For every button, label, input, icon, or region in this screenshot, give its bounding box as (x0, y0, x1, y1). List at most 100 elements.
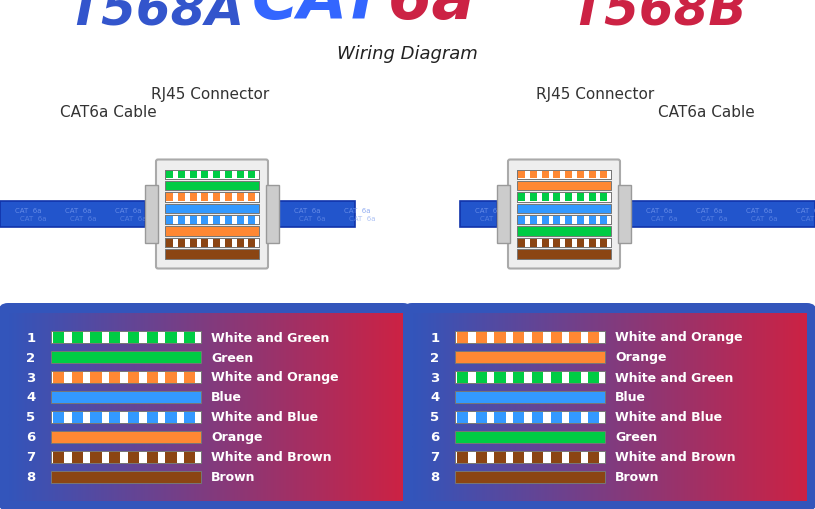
Bar (457, 372, 468, 383)
Bar (236, 216, 244, 224)
Bar (455, 351, 605, 363)
Text: CAT  6a: CAT 6a (65, 208, 91, 214)
Text: 1: 1 (26, 331, 36, 344)
Bar (90, 372, 102, 383)
Bar (570, 332, 580, 343)
Bar (128, 372, 139, 383)
Bar (601, 239, 607, 247)
Text: CAT  6a: CAT 6a (480, 216, 506, 221)
Bar (184, 332, 196, 343)
Bar (166, 216, 174, 224)
Bar (201, 239, 209, 247)
Bar (565, 193, 572, 202)
Text: 6: 6 (430, 431, 439, 444)
Bar (236, 239, 244, 247)
Bar (249, 193, 255, 202)
Bar (455, 471, 605, 483)
Bar (72, 411, 83, 423)
Bar (165, 451, 177, 463)
Text: CAT  6a: CAT 6a (751, 216, 778, 221)
Bar (497, 186, 510, 243)
Bar (147, 332, 158, 343)
Bar (455, 451, 605, 463)
Bar (577, 239, 584, 247)
Bar (588, 372, 599, 383)
Text: 2: 2 (430, 351, 439, 364)
Text: T568B: T568B (570, 0, 747, 35)
Text: White and Brown: White and Brown (615, 450, 736, 464)
Bar (577, 171, 584, 179)
Bar (588, 451, 599, 463)
Bar (517, 249, 611, 259)
Bar (532, 411, 543, 423)
FancyBboxPatch shape (0, 303, 413, 509)
Bar (517, 216, 611, 225)
Bar (542, 193, 548, 202)
Bar (190, 193, 196, 202)
Bar (588, 216, 596, 224)
Bar (530, 171, 537, 179)
Text: White and Blue: White and Blue (211, 411, 318, 423)
Bar (517, 204, 611, 214)
Bar (53, 451, 64, 463)
Bar (517, 216, 611, 225)
Bar (588, 193, 596, 202)
Bar (460, 202, 497, 228)
Bar (455, 371, 605, 383)
Text: RJ45 Connector: RJ45 Connector (536, 87, 654, 102)
Bar (165, 216, 259, 225)
Bar (455, 391, 605, 404)
Bar (495, 411, 505, 423)
Bar (570, 451, 580, 463)
Bar (542, 239, 548, 247)
Bar (530, 193, 537, 202)
Bar (184, 372, 196, 383)
Bar (51, 391, 201, 404)
Text: CAT  6a: CAT 6a (646, 208, 672, 214)
Bar (542, 216, 548, 224)
Bar (601, 193, 607, 202)
Bar (236, 193, 244, 202)
Bar (518, 171, 525, 179)
Bar (165, 193, 259, 202)
Text: 6a: 6a (388, 0, 476, 32)
Bar (51, 371, 201, 383)
Bar (165, 216, 259, 225)
Bar (517, 170, 611, 180)
Bar (532, 451, 543, 463)
Bar (53, 372, 64, 383)
Text: CAT  6a: CAT 6a (746, 208, 773, 214)
Bar (178, 171, 185, 179)
Bar (165, 332, 177, 343)
Text: CAT  6a: CAT 6a (475, 208, 501, 214)
Bar (109, 372, 121, 383)
Bar (51, 411, 201, 423)
Bar (109, 451, 121, 463)
Bar (517, 193, 611, 202)
Bar (553, 216, 561, 224)
Bar (588, 411, 599, 423)
Text: CAT  6a: CAT 6a (15, 208, 42, 214)
Bar (165, 193, 259, 202)
Text: CAT  6a: CAT 6a (801, 216, 815, 221)
Bar (165, 238, 259, 248)
Bar (51, 331, 201, 344)
Text: CAT  6a: CAT 6a (20, 216, 46, 221)
Text: White and Orange: White and Orange (615, 331, 742, 344)
Bar (51, 371, 201, 383)
Text: CAT  6a: CAT 6a (349, 216, 376, 221)
Text: CAT6a Cable: CAT6a Cable (60, 105, 156, 120)
Text: 4: 4 (26, 391, 36, 404)
Bar (249, 216, 255, 224)
Bar (128, 411, 139, 423)
FancyBboxPatch shape (402, 303, 815, 509)
Text: 8: 8 (26, 471, 36, 484)
Bar (513, 372, 524, 383)
Bar (190, 239, 196, 247)
Bar (190, 171, 196, 179)
Bar (476, 451, 487, 463)
Text: White and Brown: White and Brown (211, 450, 332, 464)
Bar (165, 372, 177, 383)
Text: Blue: Blue (615, 391, 646, 404)
Text: 7: 7 (430, 450, 439, 464)
